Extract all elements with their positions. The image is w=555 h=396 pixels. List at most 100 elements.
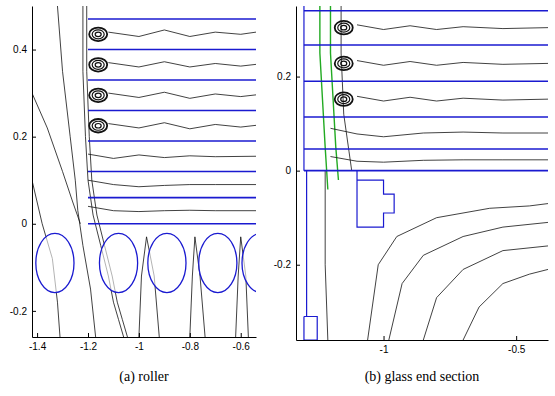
x-axis: -1 -0.5: [297, 336, 549, 355]
streamline: [463, 269, 548, 340]
streamline: [108, 92, 256, 98]
tick: -1: [135, 333, 144, 352]
plot-area: [32, 6, 256, 337]
plate: [304, 170, 548, 172]
vortex-ring: [92, 121, 104, 130]
tick-mark: [241, 333, 242, 337]
tick-label: 0.2: [277, 71, 291, 82]
tick-label: -0.6: [233, 341, 251, 352]
roller: [199, 233, 237, 292]
streamline: [357, 96, 548, 101]
vortex: [335, 21, 353, 34]
streamline: [330, 128, 548, 136]
vortex-ring: [341, 97, 347, 102]
tick-label: -0.8: [182, 341, 200, 352]
tick-mark: [296, 171, 300, 172]
vortex: [89, 58, 107, 72]
streamline: [389, 222, 548, 340]
vortex-ring: [341, 61, 347, 66]
tick-mark: [384, 336, 385, 340]
caption: (b) glass end section: [365, 369, 480, 385]
roller: [148, 233, 186, 292]
roller: [242, 233, 256, 292]
tick: -1.2: [80, 333, 98, 352]
streamline: [341, 6, 352, 171]
plate: [88, 110, 256, 112]
tick: -0.8: [182, 333, 200, 352]
vortex-ring: [338, 95, 350, 104]
tick-mark: [516, 336, 517, 340]
vortex: [89, 119, 107, 133]
vortex-ring: [338, 59, 350, 68]
tick: -0.5: [508, 336, 526, 355]
streamline: [108, 62, 256, 67]
tick-label: 0: [285, 165, 291, 176]
tick-mark: [32, 224, 36, 225]
axis-line: [296, 7, 297, 341]
tick-mark: [296, 265, 300, 266]
streamline: [325, 171, 328, 340]
tick-mark: [139, 333, 140, 337]
panel: -1.4 -1.2 -1 -0.8 -0.6 -0.2 0 0.2 0.4 (a) roller: [10, 6, 280, 385]
plate: [304, 116, 548, 118]
vortex-ring: [92, 30, 104, 39]
vortex-ring: [341, 25, 347, 30]
plate: [88, 171, 256, 173]
streamline: [423, 246, 548, 340]
axis-line: [32, 7, 33, 338]
tick: 0.2: [277, 71, 300, 82]
streamline: [88, 180, 256, 187]
streamline: [357, 61, 548, 66]
tick-label: 0.2: [13, 131, 27, 142]
vortex: [89, 28, 107, 42]
vortex-ring: [89, 119, 107, 133]
roller: [36, 233, 74, 292]
plate: [88, 223, 256, 225]
tick-mark: [296, 77, 300, 78]
plate: [304, 80, 548, 82]
streamline: [32, 93, 80, 224]
vortex-ring: [95, 93, 101, 98]
figure: -1.4-1.2-1-0.8-0.6-0.200.20.4(a) roller-…: [0, 0, 555, 396]
streamline: [88, 154, 256, 158]
tick-label: -1.4: [29, 341, 47, 352]
tick: 0: [21, 218, 36, 229]
tick-label: -0.2: [10, 306, 28, 317]
plate: [88, 197, 256, 199]
vortex-ring: [89, 58, 107, 72]
outline: [357, 171, 394, 227]
tick-label: 0.4: [13, 44, 27, 55]
tick-label: -0.5: [508, 344, 526, 355]
plate: [88, 18, 256, 20]
streamline: [357, 25, 548, 30]
tick-mark: [32, 137, 36, 138]
vortex-ring: [89, 28, 107, 42]
tick-mark: [37, 333, 38, 337]
plate: [88, 49, 256, 51]
panel: -1-0.5-0.200.2(b) glass end section: [274, 6, 549, 385]
streamline: [108, 123, 256, 129]
roller: [99, 233, 137, 292]
streamline: [108, 30, 256, 37]
streamline: [330, 157, 548, 163]
vortex-ring: [89, 89, 107, 103]
vortex: [89, 89, 107, 103]
vortex-ring: [92, 91, 104, 100]
outline: [303, 6, 304, 171]
plate: [88, 140, 256, 142]
plate: [304, 10, 548, 12]
tick: -0.6: [233, 333, 251, 352]
vortex-ring: [95, 32, 101, 37]
outline: [306, 171, 307, 317]
tick: 0: [285, 165, 300, 176]
plate: [304, 44, 548, 46]
vortex: [335, 92, 353, 106]
axis-line: [297, 340, 549, 341]
tick-mark: [88, 333, 89, 337]
tick-label: -1: [380, 344, 389, 355]
tick-label: -1: [135, 341, 144, 352]
caption: (a) roller: [119, 369, 169, 385]
streamline: [368, 204, 548, 340]
tick: -1.4: [29, 333, 47, 352]
vortex-ring: [335, 21, 353, 34]
